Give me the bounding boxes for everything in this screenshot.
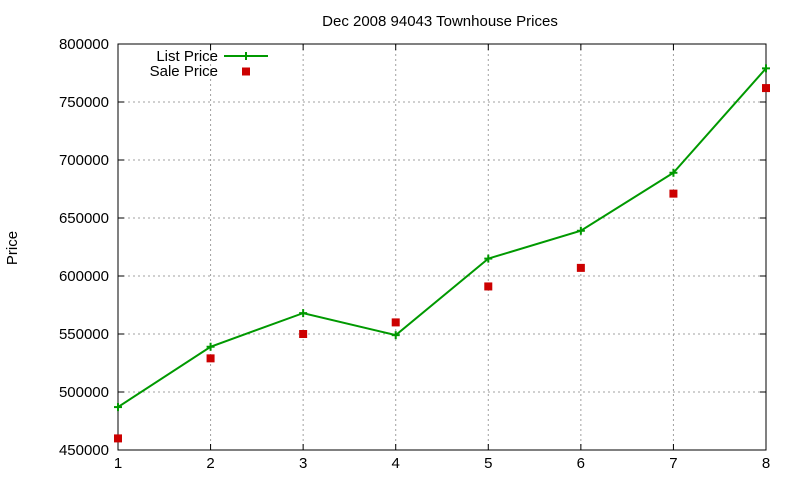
list-price-point [391,331,400,340]
list-price-point [299,309,308,318]
sale-price-point [576,263,585,272]
y-tick-label: 550000 [59,326,109,343]
list-price-point [762,64,770,73]
sale-price-point [762,84,770,93]
x-tick-label: 2 [206,455,214,472]
x-tick-label: 6 [577,455,585,472]
x-tick-label: 1 [114,455,122,472]
x-tick-label: 8 [762,455,770,472]
y-tick-label: 800000 [59,36,109,53]
sale-price-point [206,354,215,363]
y-tick-label: 500000 [59,384,109,401]
data-series [114,64,770,443]
list-price-point [484,254,493,263]
legend-label-sale-price: Sale Price [150,63,218,80]
y-tick-label: 750000 [59,94,109,111]
grid-lines [118,44,766,450]
list-price-point [576,226,585,235]
legend-label-list-price: List Price [156,48,218,65]
list-price-point [206,342,215,351]
x-tick-label: 3 [299,455,307,472]
x-tick-label: 4 [392,455,400,472]
y-tick-label: 450000 [59,442,109,459]
axis-ticks: 1 2 3 4 5 6 7 8 450000 500000 550000 600000 650000 70… [59,36,770,472]
sale-price-point [114,434,122,443]
list-price-point [114,403,122,412]
y-tick-label: 600000 [59,268,109,285]
x-tick-label: 5 [484,455,492,472]
plot-frame [117,43,767,451]
sale-price-point [299,330,308,338]
sale-price-point [484,282,493,291]
legend-marker-list-price [242,52,250,60]
legend-marker-sale-price [242,67,250,76]
list-price-point [669,168,678,177]
y-tick-label: 700000 [59,152,109,169]
chart-title: Dec 2008 94043 Townhouse Prices [322,13,558,30]
y-axis-label: Price [4,231,21,265]
list-price-line [117,67,767,408]
y-tick-label: 650000 [59,210,109,227]
legend: List Price Sale Price [150,48,268,80]
sale-price-point [391,318,400,327]
sale-price-point [669,189,678,198]
x-tick-label: 7 [669,455,677,472]
